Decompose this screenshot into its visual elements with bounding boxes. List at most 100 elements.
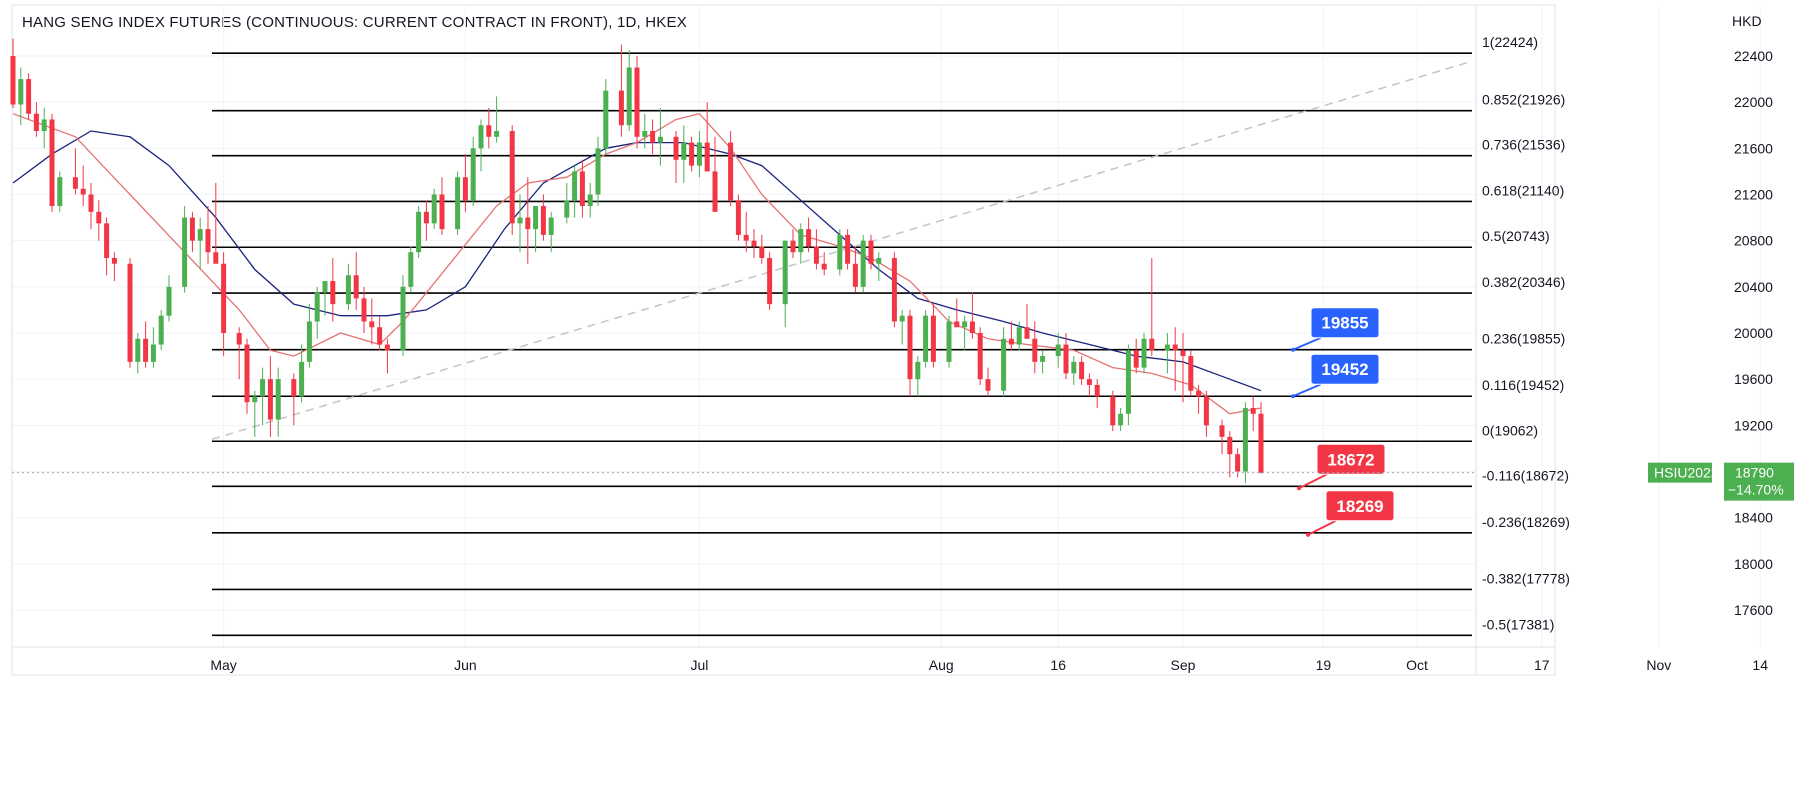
price-tick-label: 18400	[1734, 510, 1773, 526]
candle-body	[751, 240, 757, 247]
time-axis[interactable]: MayJunJulAug16Sep19Oct17Nov14Dec	[210, 657, 1816, 673]
candle-down	[735, 194, 741, 241]
candle-down	[1110, 390, 1116, 432]
time-tick-label: Sep	[1171, 657, 1196, 673]
candle-body	[930, 315, 936, 362]
candle-body	[1040, 356, 1046, 362]
candle-down	[353, 252, 359, 310]
candle-body	[907, 315, 913, 380]
candle-up	[166, 275, 172, 322]
candle-down	[423, 200, 429, 241]
time-tick-label: 14	[1752, 657, 1768, 673]
candle-body	[1235, 454, 1241, 472]
callout-19452: 19452	[1291, 353, 1380, 399]
candle-down	[330, 257, 336, 322]
candle-down	[361, 286, 367, 333]
candlesticks	[10, 38, 1264, 484]
fib-level-label: 0.236(19855)	[1482, 331, 1565, 347]
price-tick-label: 18000	[1734, 556, 1773, 572]
trend-line[interactable]	[211, 60, 1473, 440]
candle-body	[455, 177, 461, 230]
callout-pointer	[1292, 383, 1322, 398]
candle-down	[728, 131, 734, 207]
candle-down	[509, 125, 515, 235]
candle-body	[845, 234, 851, 264]
price-tick-label: 19200	[1734, 417, 1773, 433]
candle-down	[26, 73, 32, 120]
candle-body	[26, 79, 32, 114]
candle-body	[650, 131, 656, 143]
candle-body	[377, 327, 383, 345]
candle-down	[384, 338, 390, 374]
candle-down	[33, 102, 39, 137]
candle-body	[462, 177, 468, 201]
candle-body	[182, 217, 188, 287]
candle-down	[954, 298, 960, 328]
candle-up	[681, 125, 687, 183]
candle-down	[930, 304, 936, 368]
candle-body	[1164, 344, 1170, 351]
candle-body	[470, 148, 476, 201]
candle-up	[517, 194, 523, 253]
candle-body	[57, 177, 63, 207]
candle-up	[470, 136, 476, 207]
candle-up	[876, 252, 882, 282]
candle-up	[252, 390, 258, 437]
candle-up	[837, 229, 843, 276]
candle-body	[369, 321, 375, 328]
candle-up	[1164, 333, 1170, 374]
candle-down	[977, 327, 983, 385]
candle-up	[1125, 344, 1131, 426]
candle-body	[400, 286, 406, 351]
candle-body	[49, 119, 55, 207]
candle-up	[798, 223, 804, 264]
candle-body	[416, 211, 422, 253]
callout-anchor	[1306, 532, 1310, 537]
time-tick-label: May	[210, 657, 236, 673]
candle-down	[1180, 333, 1186, 403]
candle-down	[1086, 373, 1092, 397]
fib-level-label: 0.5(20743)	[1482, 228, 1550, 244]
candle-body	[221, 263, 227, 333]
time-tick-label: 16	[1050, 657, 1066, 673]
candle-body	[150, 344, 156, 362]
candle-body	[525, 217, 531, 230]
candle-body	[743, 234, 749, 241]
callout-label: 19855	[1321, 314, 1368, 333]
candle-body	[158, 315, 164, 345]
price-callouts[interactable]: 19855 19452 18672 18269	[1291, 307, 1395, 537]
candle-down	[462, 154, 468, 212]
candle-up	[197, 217, 203, 270]
candle-up	[548, 211, 554, 253]
candle-body	[790, 240, 796, 253]
candle-down	[72, 148, 78, 195]
candle-down	[985, 367, 991, 397]
candle-body	[969, 321, 975, 333]
candle-down	[213, 182, 219, 264]
candle-body	[1219, 425, 1225, 437]
fibonacci-levels[interactable]: 1(22424) 0.852(21926) 0.736(21536) 0.618(21…	[212, 34, 1570, 637]
candle-up	[18, 67, 24, 126]
candle-body	[689, 142, 695, 166]
candle-up	[696, 131, 702, 178]
price-axis[interactable]: HKD 22400 22000 21600 21200 20800 20400 20000 19…	[1732, 13, 1773, 618]
candle-body	[10, 56, 16, 105]
candle-body	[579, 171, 585, 207]
ma-slow-line	[12, 130, 1262, 392]
candle-body	[88, 194, 94, 212]
candle-body	[1024, 327, 1030, 339]
candle-down	[1258, 402, 1264, 474]
callout-18269: 18269	[1306, 490, 1395, 537]
candle-body	[634, 67, 640, 137]
candle-body	[135, 338, 141, 362]
candle-up	[431, 188, 437, 230]
candle-up	[299, 344, 305, 403]
candle-down	[1079, 356, 1085, 385]
candle-body	[143, 338, 149, 362]
candle-up	[626, 50, 632, 132]
time-tick-label: Nov	[1646, 657, 1671, 673]
candle-body	[860, 240, 866, 287]
candle-down	[80, 165, 86, 207]
candle-down	[712, 136, 718, 212]
